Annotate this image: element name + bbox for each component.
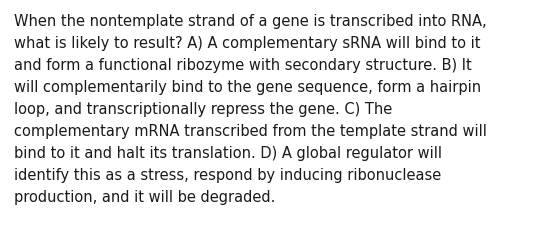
Text: loop, and transcriptionally repress the gene. C) The: loop, and transcriptionally repress the … bbox=[14, 101, 392, 117]
Text: When the nontemplate strand of a gene is transcribed into RNA,: When the nontemplate strand of a gene is… bbox=[14, 14, 487, 29]
Text: bind to it and halt its translation. D) A global regulator will: bind to it and halt its translation. D) … bbox=[14, 145, 442, 160]
Text: identify this as a stress, respond by inducing ribonuclease: identify this as a stress, respond by in… bbox=[14, 167, 441, 182]
Text: what is likely to result? A) A complementary sRNA will bind to it: what is likely to result? A) A complemen… bbox=[14, 36, 480, 51]
Text: and form a functional ribozyme with secondary structure. B) It: and form a functional ribozyme with seco… bbox=[14, 58, 472, 73]
Text: will complementarily bind to the gene sequence, form a hairpin: will complementarily bind to the gene se… bbox=[14, 80, 481, 95]
Text: production, and it will be degraded.: production, and it will be degraded. bbox=[14, 189, 276, 204]
Text: complementary mRNA transcribed from the template strand will: complementary mRNA transcribed from the … bbox=[14, 123, 487, 138]
